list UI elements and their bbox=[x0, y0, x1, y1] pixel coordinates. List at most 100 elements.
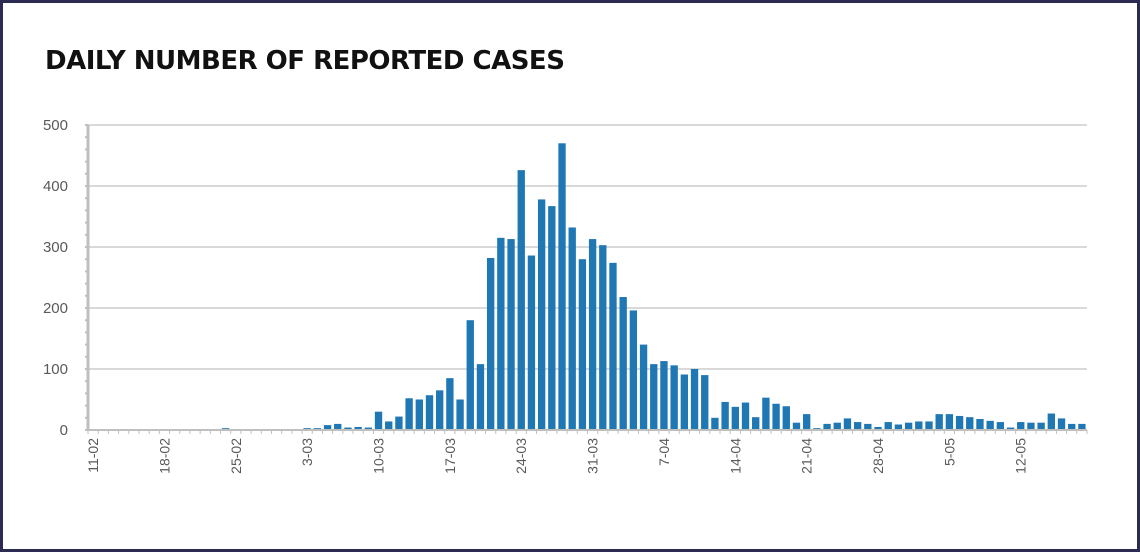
bar bbox=[680, 374, 689, 430]
y-tick-label: 200 bbox=[43, 300, 68, 317]
gridlines bbox=[88, 124, 1087, 370]
bar bbox=[385, 421, 393, 430]
x-tick-label: 7-04 bbox=[656, 438, 672, 466]
bar bbox=[609, 262, 617, 430]
bar bbox=[966, 417, 974, 430]
bar bbox=[1027, 422, 1035, 430]
x-tick-label: 5-05 bbox=[941, 438, 957, 466]
x-tick-label: 25-02 bbox=[228, 438, 244, 474]
bar bbox=[619, 297, 627, 430]
bar bbox=[578, 259, 587, 430]
bar bbox=[344, 427, 352, 430]
bar bbox=[925, 421, 933, 430]
bar bbox=[1047, 413, 1055, 430]
bar bbox=[507, 239, 515, 430]
bar bbox=[1017, 422, 1025, 430]
bar bbox=[772, 403, 780, 430]
bar bbox=[588, 239, 597, 430]
bar bbox=[782, 406, 790, 430]
bar bbox=[527, 255, 536, 430]
x-tick-label: 3-03 bbox=[299, 438, 315, 466]
bar bbox=[650, 364, 658, 430]
bar bbox=[476, 364, 485, 430]
bar bbox=[996, 422, 1005, 430]
bar bbox=[1006, 427, 1015, 430]
bar bbox=[466, 320, 474, 430]
y-axis-tick-labels: 0 100 200 300 400 500 bbox=[43, 117, 68, 439]
y-tick-label: 400 bbox=[43, 178, 68, 195]
bar bbox=[986, 420, 994, 430]
bar bbox=[935, 414, 943, 430]
bar bbox=[599, 245, 607, 430]
bar bbox=[731, 406, 739, 430]
bar bbox=[334, 423, 342, 430]
bar bbox=[446, 378, 454, 430]
bar bbox=[486, 257, 495, 430]
bar bbox=[976, 419, 984, 430]
bar bbox=[374, 411, 383, 430]
bar bbox=[1057, 418, 1066, 430]
bars bbox=[221, 143, 1086, 431]
bar bbox=[762, 397, 770, 430]
x-tick-label: 18-02 bbox=[156, 438, 172, 474]
x-tick-label: 28-04 bbox=[870, 438, 886, 474]
bar bbox=[639, 344, 648, 430]
y-tick-label: 100 bbox=[43, 361, 68, 378]
bar bbox=[741, 402, 750, 430]
bar bbox=[752, 417, 760, 430]
bar bbox=[670, 365, 678, 430]
bar bbox=[955, 415, 964, 430]
bar bbox=[1068, 423, 1076, 430]
bar bbox=[945, 414, 954, 430]
bar bbox=[843, 418, 852, 430]
chart-title: DAILY NUMBER OF REPORTED CASES bbox=[45, 46, 565, 76]
bar bbox=[660, 361, 668, 430]
bar bbox=[721, 401, 729, 430]
bar bbox=[558, 143, 566, 431]
y-tick-label: 500 bbox=[43, 117, 68, 134]
bar bbox=[894, 424, 903, 430]
y-tick-label: 300 bbox=[43, 239, 68, 256]
bar bbox=[456, 399, 464, 430]
bar bbox=[1078, 423, 1086, 430]
bar bbox=[517, 170, 525, 430]
x-tick-label: 17-03 bbox=[442, 438, 458, 474]
bar bbox=[568, 227, 576, 430]
x-tick-label: 31-03 bbox=[585, 438, 601, 474]
x-tick-label: 14-04 bbox=[727, 438, 743, 474]
x-tick-label: 11-02 bbox=[85, 438, 101, 473]
bar bbox=[415, 399, 423, 430]
bar bbox=[823, 423, 831, 430]
bar bbox=[629, 310, 638, 430]
bar bbox=[803, 414, 811, 430]
bar bbox=[864, 423, 872, 430]
x-tick-label: 24-03 bbox=[513, 438, 529, 474]
bar bbox=[537, 199, 546, 430]
bar bbox=[915, 421, 923, 430]
bar bbox=[884, 422, 892, 430]
bar bbox=[354, 426, 362, 430]
x-tick-label: 12-05 bbox=[1013, 438, 1029, 474]
bar bbox=[904, 422, 913, 430]
x-tick-label: 10-03 bbox=[371, 438, 387, 474]
bar bbox=[701, 375, 709, 430]
bar bbox=[395, 416, 403, 430]
bar bbox=[1037, 422, 1045, 430]
bar bbox=[874, 426, 882, 430]
bar bbox=[548, 206, 556, 430]
x-tick-label: 21-04 bbox=[799, 438, 815, 474]
bar bbox=[711, 417, 719, 430]
bar bbox=[436, 390, 444, 430]
y-tick-label: 0 bbox=[60, 422, 68, 439]
bar bbox=[853, 422, 862, 430]
bar bbox=[323, 425, 332, 430]
bar bbox=[425, 395, 434, 430]
bar bbox=[405, 398, 413, 430]
bar bbox=[364, 427, 372, 430]
bar bbox=[792, 422, 801, 430]
bar bbox=[833, 422, 841, 430]
bar bbox=[690, 369, 699, 430]
axes bbox=[85, 124, 1088, 434]
bar bbox=[497, 237, 505, 430]
